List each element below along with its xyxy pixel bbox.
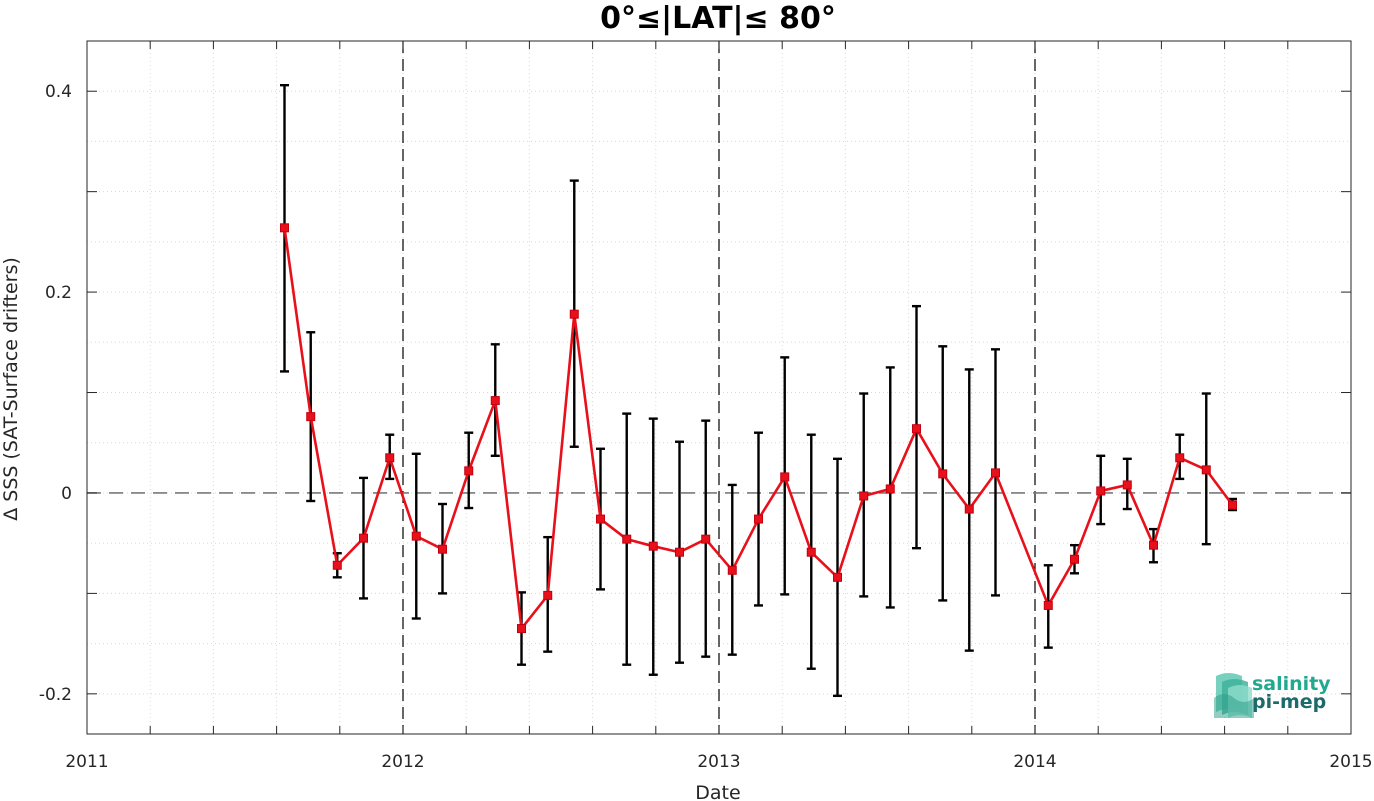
wave-icon	[1214, 673, 1254, 718]
data-series	[280, 223, 1237, 634]
y-tick-label: 0.4	[45, 82, 72, 102]
data-point	[332, 560, 342, 570]
y-tick-labels: -0.2 0 0.2 0.4	[39, 82, 72, 705]
data-point	[1122, 480, 1132, 490]
data-point	[517, 624, 526, 634]
year-dividers	[402, 41, 1036, 734]
y-axis-label: Δ SSS (SAT-Surface drifters)	[0, 257, 22, 521]
y-tick-label: 0.2	[45, 283, 72, 303]
data-point	[885, 484, 895, 494]
data-point	[938, 469, 948, 479]
x-tick-label: 2011	[65, 752, 108, 772]
data-point	[859, 491, 869, 501]
data-point	[359, 533, 368, 543]
data-point	[912, 424, 921, 434]
data-point	[622, 534, 632, 544]
data-point	[648, 541, 658, 551]
data-point	[569, 309, 579, 319]
data-point	[1096, 486, 1106, 496]
x-tick-label: 2015	[1329, 752, 1372, 772]
x-tick-labels: 2011 2012 2013 2014 2015	[65, 752, 1372, 772]
data-point	[1043, 600, 1053, 610]
error-bars	[280, 83, 1237, 698]
logo-line2: pi-mep	[1252, 691, 1326, 713]
data-point	[411, 531, 421, 541]
data-point	[991, 468, 1000, 478]
data-point	[543, 590, 553, 600]
data-point	[1228, 500, 1237, 510]
axis-ticks	[86, 41, 1352, 734]
data-point	[280, 223, 289, 233]
y-tick-label: -0.2	[39, 685, 72, 705]
data-point	[780, 472, 790, 482]
data-point	[385, 453, 395, 463]
x-tick-label: 2014	[1013, 752, 1056, 772]
chart-title: 0°≤|LAT|≤ 80°	[600, 1, 836, 36]
data-point	[754, 514, 763, 524]
data-point	[306, 412, 316, 422]
salinity-pi-mep-logo: salinity pi-mep	[1214, 673, 1331, 718]
data-point	[675, 547, 684, 557]
data-point	[833, 572, 842, 582]
data-point	[727, 565, 737, 575]
logo-line1: salinity	[1252, 673, 1331, 695]
data-point	[438, 544, 447, 554]
data-point	[464, 466, 474, 476]
data-point	[1070, 554, 1079, 564]
y-tick-label: 0	[61, 484, 72, 504]
data-point	[701, 534, 711, 544]
x-axis-label: Date	[695, 782, 740, 801]
data-point	[1149, 540, 1158, 550]
data-point	[490, 396, 500, 406]
data-point	[1175, 453, 1185, 463]
data-point	[1201, 465, 1211, 475]
data-point	[964, 504, 974, 514]
x-tick-label: 2012	[381, 752, 424, 772]
data-point	[806, 547, 816, 557]
x-tick-label: 2013	[697, 752, 740, 772]
data-point	[596, 514, 605, 524]
